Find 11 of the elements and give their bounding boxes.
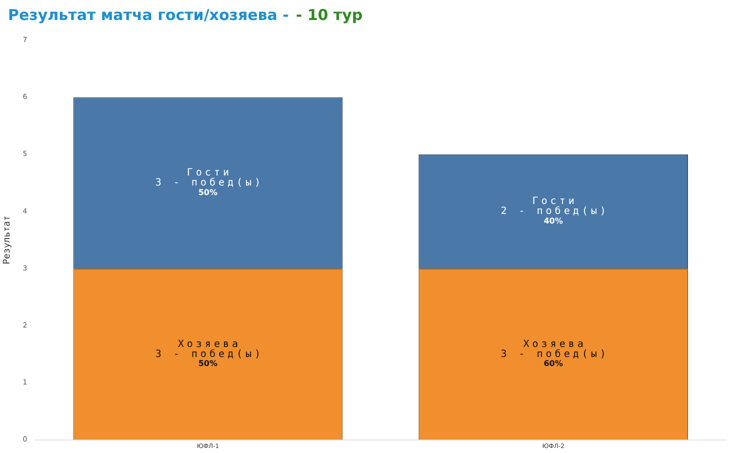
data-label: 3 - побед(ы) 60% — [500, 348, 609, 368]
data-label: 3 - побед(ы) 50% — [155, 348, 264, 368]
data-label: 2 - побед(ы) 40% — [500, 206, 609, 226]
chart-subtitle: - 10 тур — [296, 6, 363, 24]
series-label: Гости — [532, 196, 578, 208]
series-label: Хозяева — [178, 338, 242, 350]
data-label: 3 - побед(ы) 50% — [155, 178, 264, 197]
text: Гости — [186, 168, 232, 179]
text: Хозяева — [523, 338, 586, 350]
y-axis-title: Результат — [2, 216, 13, 264]
chart-title: Результат матча гости/хозяева - — [8, 6, 289, 24]
